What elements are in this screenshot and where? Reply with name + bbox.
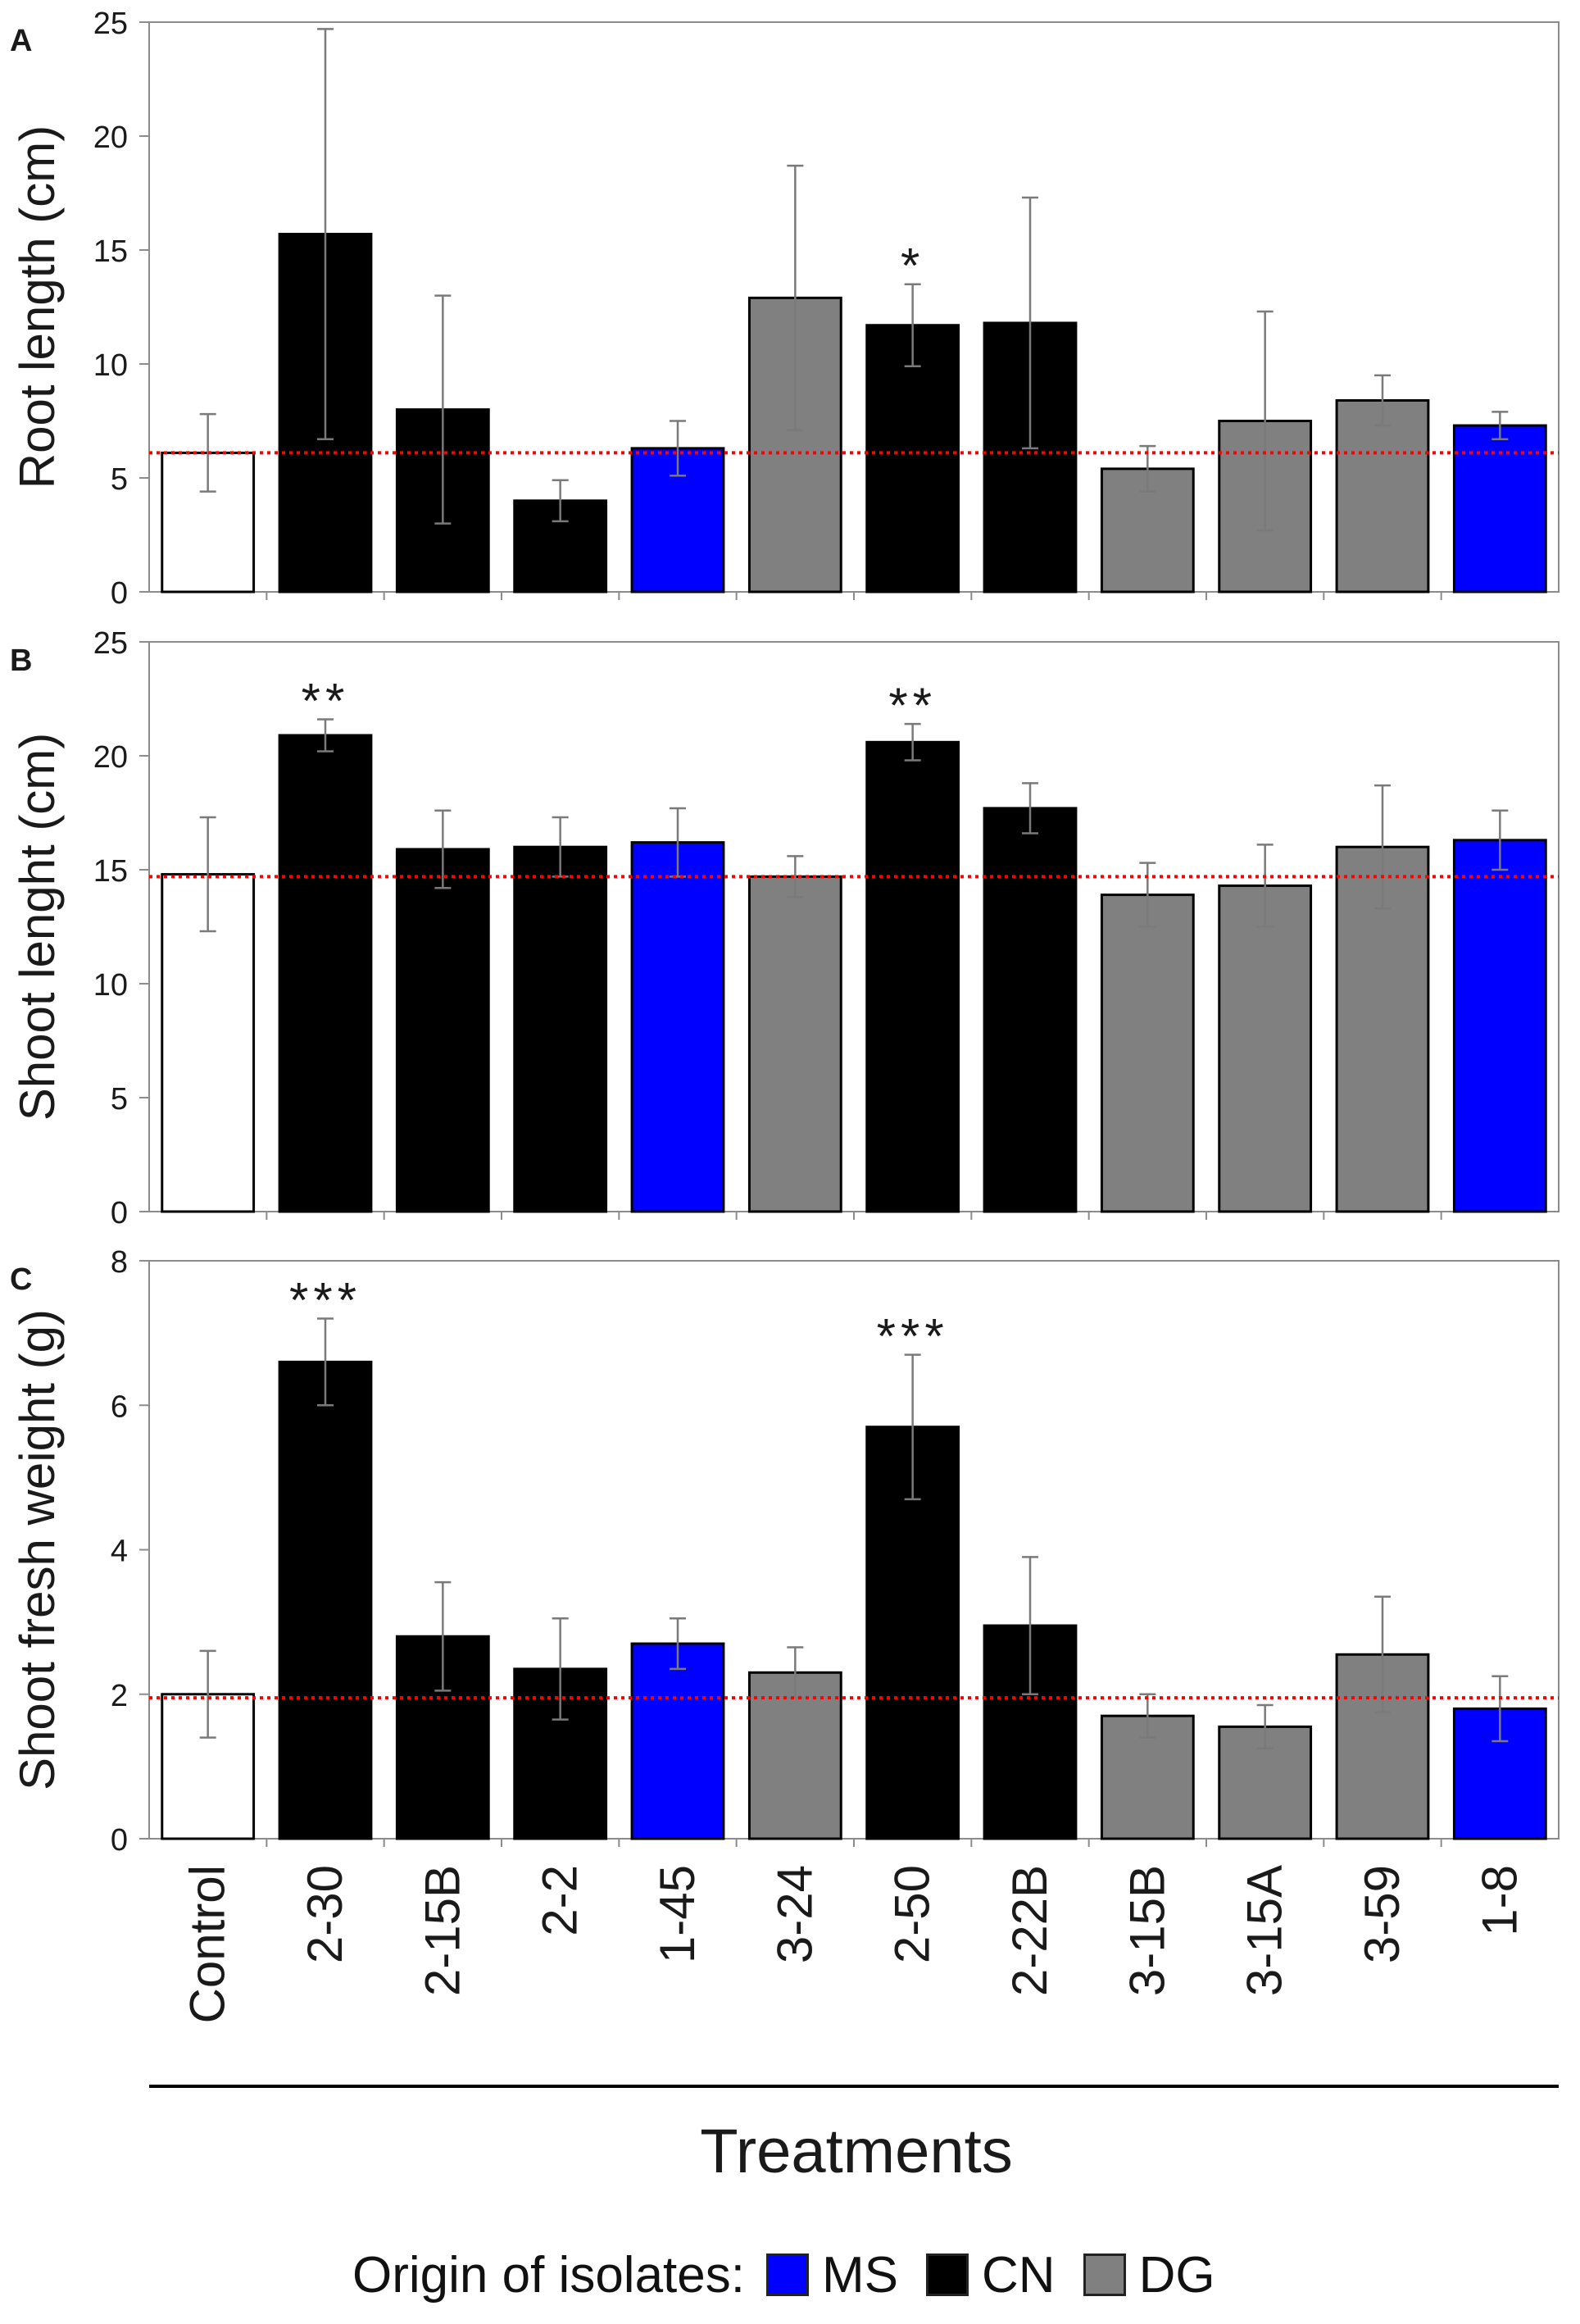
panel-letter: C	[10, 1262, 32, 1297]
y-tick-label: 15	[93, 854, 128, 889]
bar	[395, 848, 490, 1213]
panel-letter: A	[10, 24, 32, 58]
bar	[630, 1642, 725, 1840]
bar	[747, 875, 842, 1213]
legend-item-dg: DG	[1083, 2246, 1215, 2304]
x-category-label: 1-45	[650, 1865, 705, 1963]
significance-label: **	[302, 674, 350, 729]
y-tick-label: 5	[111, 1082, 128, 1117]
bar	[1218, 884, 1313, 1213]
y-axis-label: Shoot lenght (cm)	[10, 733, 65, 1121]
x-category-label: 2-2	[533, 1865, 588, 1936]
x-axis-title: Treatments	[700, 2117, 1013, 2186]
plot-frame	[148, 641, 1560, 1212]
x-category-label: 3-24	[767, 1865, 822, 1963]
y-tick-label: 6	[111, 1389, 128, 1424]
bar	[865, 740, 960, 1213]
y-tick-label: 2	[111, 1679, 128, 1713]
legend-swatch-dg	[1083, 2254, 1126, 2296]
y-tick-label: 4	[111, 1535, 128, 1569]
bar	[983, 807, 1078, 1213]
x-category-label: 3-15B	[1119, 1865, 1174, 1996]
significance-label: *	[901, 239, 924, 293]
panel-c: C 0 2 4 6 8 Shoot fresh weight (g) *** ***	[10, 1245, 1560, 1858]
panel-b: B 0 5 10 15 20 25 Shoot lenght (cm) ** **	[10, 626, 1560, 1230]
bar	[630, 841, 725, 1213]
panel-a: A 0 5 10 15 20 25 Root length (cm) *	[10, 7, 1560, 611]
bar	[747, 1671, 842, 1840]
legend: Origin of isolates: MS CN DG	[352, 2242, 1243, 2308]
x-category-label: 2-50	[885, 1865, 940, 1963]
x-category-label: Control	[180, 1865, 235, 2023]
legend-text-ms: MS	[822, 2246, 898, 2304]
x-category-label: 1-8	[1472, 1865, 1527, 1936]
y-tick-label: 25	[93, 7, 128, 41]
y-tick-label: 0	[111, 1196, 128, 1230]
y-tick-label: 10	[93, 968, 128, 1003]
legend-swatch-ms	[766, 2254, 809, 2296]
y-tick-label: 20	[93, 121, 128, 155]
significance-label: ***	[877, 1309, 949, 1364]
legend-label: Origin of isolates:	[352, 2246, 745, 2304]
y-axis-label: Shoot fresh weight (g)	[10, 1309, 65, 1790]
plot-frame	[148, 21, 1560, 593]
y-tick-label: 20	[93, 740, 128, 775]
significance-label: ***	[289, 1273, 361, 1328]
y-tick-label: 25	[93, 626, 128, 661]
bar	[513, 845, 608, 1213]
legend-text-cn: CN	[982, 2246, 1056, 2304]
y-tick-label: 5	[111, 462, 128, 497]
significance-label: **	[888, 678, 937, 733]
legend-text-dg: DG	[1138, 2246, 1215, 2304]
x-category-label: 3-15A	[1237, 1865, 1292, 1996]
legend-swatch-cn	[926, 2254, 969, 2296]
y-tick-label: 0	[111, 576, 128, 611]
y-tick-label: 0	[111, 1823, 128, 1858]
x-category-label: 3-59	[1355, 1865, 1410, 1963]
bar	[865, 324, 960, 594]
x-category-label: 2-30	[297, 1865, 352, 1963]
x-axis-category-labels: Control 2-30 2-15B 2-2 1-45 3-24 2-50 2-22B 3-15…	[180, 1865, 1528, 2023]
x-category-label: 2-15B	[415, 1865, 470, 1996]
panel-letter: B	[10, 644, 32, 678]
y-tick-label: 8	[111, 1245, 128, 1280]
plot-frame	[148, 1260, 1560, 1840]
y-axis-label: Root length (cm)	[10, 125, 65, 489]
bar	[278, 734, 373, 1213]
bar	[1100, 894, 1195, 1213]
legend-item-ms: MS	[766, 2246, 898, 2304]
bar	[1452, 839, 1547, 1213]
bar	[1335, 398, 1430, 594]
bar	[278, 1360, 373, 1840]
y-tick-label: 10	[93, 348, 128, 383]
bar	[1452, 424, 1547, 594]
x-category-label: 2-22B	[1002, 1865, 1057, 1996]
y-tick-label: 15	[93, 234, 128, 269]
legend-item-cn: CN	[926, 2246, 1056, 2304]
